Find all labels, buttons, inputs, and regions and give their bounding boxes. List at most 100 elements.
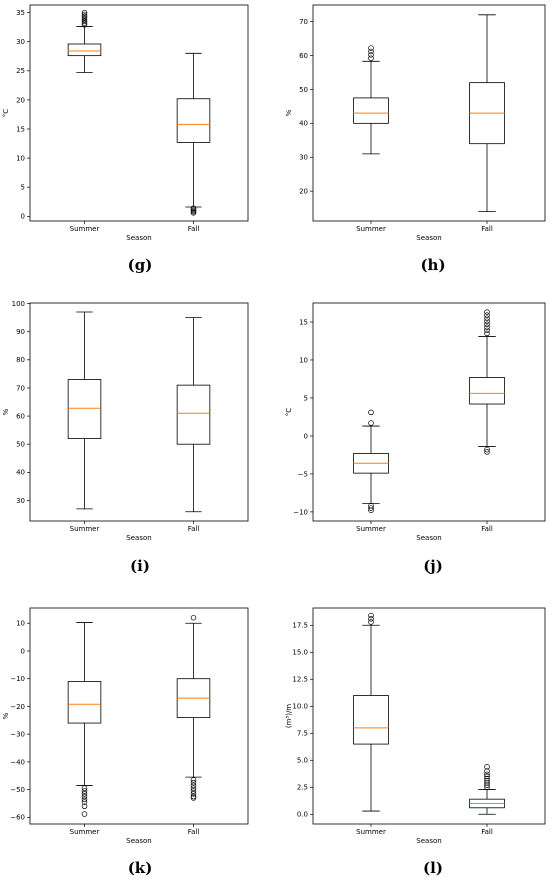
y-tick-label: 0: [21, 647, 25, 655]
box-fall: [469, 14, 505, 212]
y-tick-label: 80: [16, 356, 25, 364]
box-summer: [67, 311, 102, 510]
outlier-point: [368, 409, 374, 416]
y-tick-label: 15.0: [292, 649, 308, 657]
panel-label: (l): [423, 859, 443, 877]
x-axis-label: Season: [416, 534, 441, 542]
outlier-point: [81, 22, 88, 28]
y-tick-label: −10: [10, 675, 25, 683]
box-iqr: [469, 377, 505, 405]
box-iqr: [67, 681, 102, 724]
x-axis-label: Season: [416, 234, 441, 242]
outlier-point: [81, 18, 88, 25]
box-summer: [67, 622, 102, 817]
y-tick-label: 20: [299, 188, 308, 196]
y-axis-label: %: [2, 408, 10, 415]
outlier-point: [190, 782, 197, 789]
box-fall: [176, 52, 211, 216]
outlier-point: [368, 507, 374, 514]
chart-panel-4: −10 −5 0 5 10 15 Summer Fall Season °C (j): [285, 302, 546, 575]
y-tick-label: 12.5: [292, 676, 308, 684]
panel-label: (i): [130, 557, 150, 575]
y-tick-label: 40: [299, 120, 308, 128]
box-fall: [469, 764, 505, 815]
outlier-point: [484, 773, 490, 780]
y-tick-label: 7.5: [297, 730, 308, 738]
y-tick-label: 30: [16, 497, 25, 505]
box-iqr: [353, 97, 389, 124]
outlier-point: [81, 788, 88, 794]
box-fall: [176, 317, 211, 513]
box-summer: [353, 409, 389, 514]
outlier-point: [484, 784, 490, 791]
outlier-point: [484, 321, 490, 328]
y-tick-label: −40: [10, 758, 25, 766]
y-tick-label: −10: [293, 508, 308, 516]
y-tick-label: 50: [299, 86, 308, 94]
outlier-point: [190, 795, 197, 801]
plot-frame: [312, 302, 546, 522]
panel-label: (k): [128, 859, 153, 877]
y-tick-label: 40: [16, 469, 25, 477]
box-iqr: [353, 695, 389, 745]
outlier-point: [484, 309, 490, 315]
outlier-point: [484, 775, 490, 782]
y-tick-label: −30: [10, 731, 25, 739]
outlier-point: [190, 777, 197, 783]
outlier-point: [368, 619, 374, 625]
y-axis-label: °C: [285, 408, 293, 417]
outlier-point: [368, 420, 374, 426]
y-tick-label: −20: [10, 703, 25, 711]
outlier-point: [368, 612, 374, 619]
y-axis-label: %: [285, 109, 293, 116]
outlier-point: [484, 312, 490, 318]
outlier-point: [190, 791, 197, 797]
x-axis-label: Season: [126, 234, 151, 242]
x-tick-label-fall: Fall: [188, 828, 200, 836]
y-tick-label: 50: [16, 441, 25, 449]
panel-label: (j): [423, 557, 443, 575]
outlier-point: [368, 505, 374, 511]
outlier-point: [81, 15, 88, 21]
y-tick-label: −5: [298, 470, 308, 478]
x-tick-label-summer: Summer: [70, 828, 100, 836]
plot-frame: [312, 607, 546, 825]
outlier-point: [368, 48, 374, 55]
x-axis-label: Season: [126, 534, 151, 542]
y-axis-label: %: [2, 712, 10, 719]
box-iqr: [67, 43, 102, 57]
outlier-point: [484, 318, 490, 324]
y-tick-label: 17.5: [292, 622, 308, 630]
chart-panel-1: 0 5 10 15 20 25 30 35 Summer Fall Season °C (g): [2, 4, 249, 274]
x-axis-label: Season: [126, 837, 151, 845]
outlier-point: [190, 788, 197, 794]
outlier-point: [368, 616, 374, 622]
chart-panel-2: 20 30 40 50 60 70 Summer Fall Season% (h): [285, 4, 546, 274]
y-tick-label: 5.0: [297, 757, 308, 765]
y-tick-label: 30: [299, 154, 308, 162]
outlier-point: [484, 330, 490, 337]
x-axis-label: Season: [416, 837, 441, 845]
panel-label: (h): [420, 256, 445, 274]
y-axis-label: (m³)/m: [285, 704, 293, 728]
y-tick-label: 0: [304, 432, 308, 440]
x-tick-label-summer: Summer: [356, 225, 386, 233]
y-tick-label: 60: [299, 52, 308, 60]
outlier-point: [484, 780, 490, 786]
y-tick-label: 30: [16, 38, 25, 46]
box-fall: [176, 614, 211, 801]
box-iqr: [67, 379, 102, 439]
outlier-point: [81, 796, 88, 803]
plot-frame: [29, 607, 249, 825]
y-tick-label: 10.0: [292, 703, 308, 711]
chart-panel-6: 0.0 2.5 5.0 7.5 10.0 12.5 15.0 17.5 Summer Fall Se…: [285, 607, 546, 877]
y-tick-label: 25: [16, 67, 25, 75]
plot-frame: [29, 4, 249, 222]
outlier-point: [81, 793, 88, 800]
plot-frame: [312, 4, 546, 222]
outlier-point: [81, 811, 88, 817]
x-tick-label-summer: Summer: [356, 525, 386, 533]
outlier-point: [81, 791, 88, 797]
outlier-point: [81, 785, 88, 791]
